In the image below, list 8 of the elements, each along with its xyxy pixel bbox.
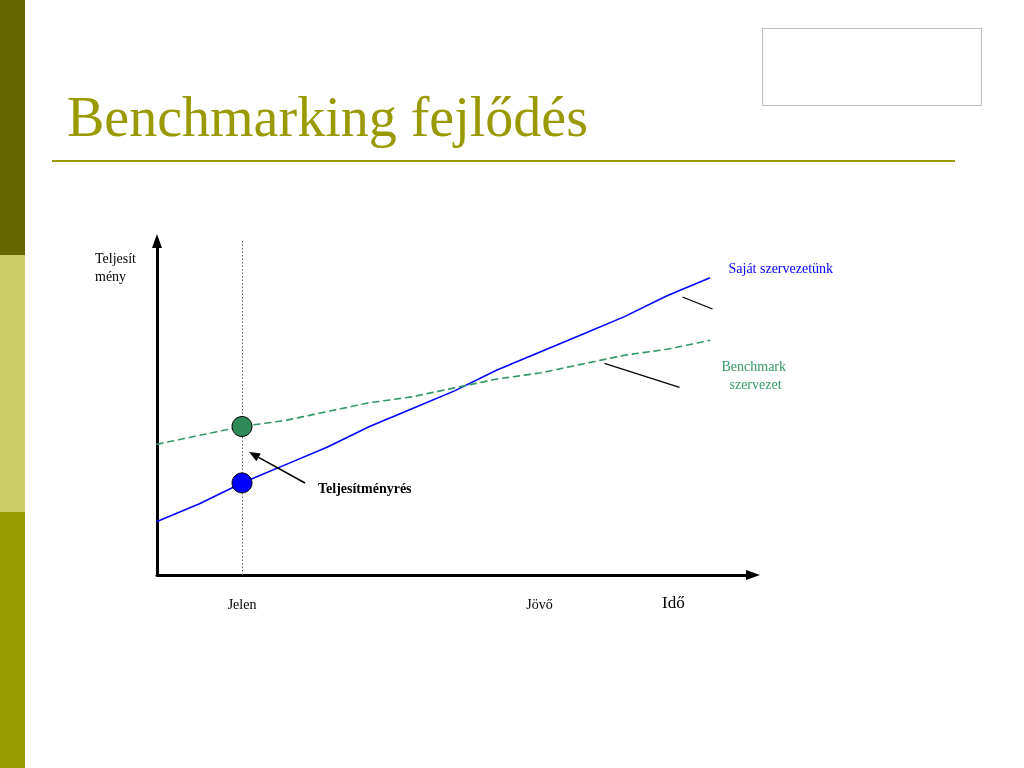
y-axis-title: Teljesít mény: [95, 250, 137, 284]
series-label: Benchmark szervezet: [721, 358, 790, 392]
x-axis-title: Idő: [662, 593, 685, 612]
x-tick-label: Jelen: [227, 596, 257, 612]
annotation: Teljesítményrés: [318, 481, 413, 496]
x-tick-label: Jövő: [526, 596, 553, 612]
chart-title: Benchmarking fejlődés: [67, 86, 588, 148]
series-label: Saját szervezetünk: [728, 260, 834, 276]
